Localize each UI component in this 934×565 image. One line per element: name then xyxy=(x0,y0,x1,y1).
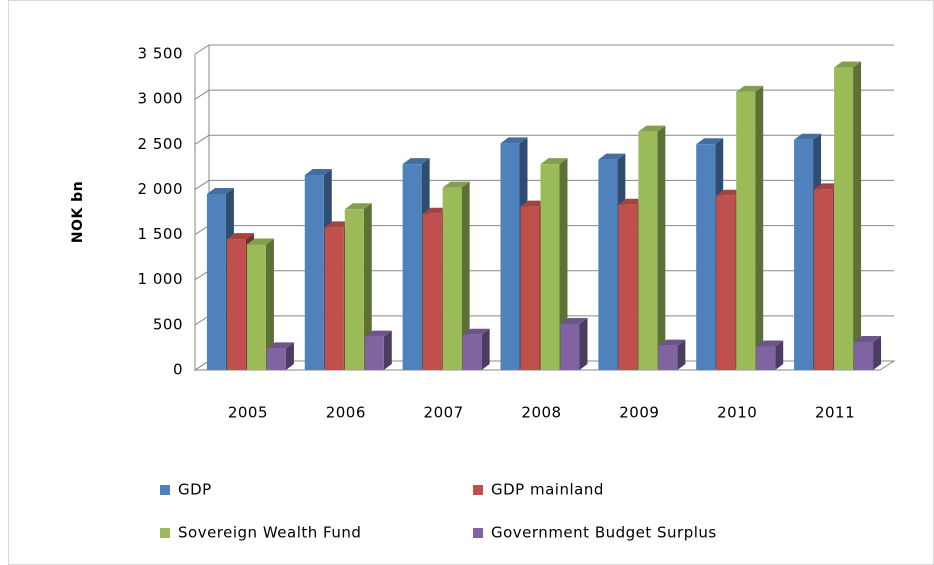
bar-side xyxy=(363,203,372,370)
bar xyxy=(266,348,286,370)
legend-swatch xyxy=(160,485,170,495)
bar-top xyxy=(266,342,294,349)
bar-side xyxy=(559,158,568,370)
bar-side xyxy=(775,340,784,370)
y-tick-label: 3 500 xyxy=(138,45,183,63)
x-tick-label: 2008 xyxy=(521,404,561,422)
bar xyxy=(794,139,814,370)
bar xyxy=(226,239,246,370)
bar xyxy=(324,227,344,370)
bar-top xyxy=(540,158,568,165)
bar xyxy=(246,244,266,370)
bar-top xyxy=(598,153,626,160)
y-axis-label: NOK bn xyxy=(70,181,86,243)
legend-swatch xyxy=(473,528,483,538)
bar-top xyxy=(226,233,254,240)
bar-side xyxy=(853,61,862,371)
bar-top xyxy=(462,328,490,335)
bar xyxy=(206,193,226,370)
bar-top xyxy=(638,125,666,132)
y-tick-label: 0 xyxy=(173,361,183,379)
y-tick-label: 500 xyxy=(153,315,183,333)
bar-side xyxy=(755,85,764,371)
bar xyxy=(500,143,520,370)
bar xyxy=(462,334,482,370)
grid-line xyxy=(194,179,894,190)
y-tick-label: 1 000 xyxy=(138,270,183,288)
y-tick-label: 2 000 xyxy=(138,180,183,198)
bar xyxy=(658,345,678,370)
legend-label: Sovereign Wealth Fund xyxy=(178,524,361,542)
bar xyxy=(520,206,540,370)
bar xyxy=(736,91,756,371)
bar xyxy=(442,187,462,370)
legend-label: GDP xyxy=(178,481,212,499)
x-tick-label: 2007 xyxy=(424,404,464,422)
bar xyxy=(618,204,638,370)
bar-top xyxy=(246,238,274,245)
bar xyxy=(638,131,658,370)
bar-side xyxy=(285,342,294,370)
bar xyxy=(364,336,384,370)
bar-top xyxy=(206,187,234,194)
bar-top xyxy=(834,61,862,68)
bar-top xyxy=(402,158,430,165)
x-tick-label: 2005 xyxy=(228,404,268,422)
bar xyxy=(422,213,442,370)
bar xyxy=(344,209,364,370)
bar-top xyxy=(364,330,392,337)
bar-side xyxy=(265,238,274,370)
bar-top xyxy=(560,317,588,324)
bar-side xyxy=(677,339,686,370)
bar-top xyxy=(696,138,724,145)
bar-top xyxy=(658,339,686,346)
bar-top xyxy=(756,340,784,347)
bar-side xyxy=(657,125,666,370)
bar xyxy=(814,189,834,370)
bar-side xyxy=(383,330,392,370)
bar xyxy=(540,164,560,370)
y-tick-label: 2 500 xyxy=(138,135,183,153)
grid-line xyxy=(194,89,894,100)
bar xyxy=(756,346,776,370)
bar-top xyxy=(854,336,882,343)
bar xyxy=(696,144,716,370)
bar-top xyxy=(736,85,764,92)
grid-line xyxy=(194,44,894,55)
chart-border xyxy=(8,0,934,565)
bar xyxy=(304,174,324,370)
y-tick-label: 3 000 xyxy=(138,90,183,108)
x-tick-label: 2006 xyxy=(326,404,366,422)
bar-top xyxy=(344,203,372,210)
x-tick-label: 2009 xyxy=(619,404,659,422)
bar-top xyxy=(304,168,332,175)
bar xyxy=(834,67,854,371)
legend-swatch xyxy=(473,485,483,495)
bar xyxy=(854,342,874,370)
bar xyxy=(560,323,580,370)
bar-top xyxy=(500,137,528,144)
bar-top xyxy=(442,181,470,188)
bar-top xyxy=(794,133,822,140)
y-tick-label: 1 500 xyxy=(138,225,183,243)
legend-label: GDP mainland xyxy=(491,481,604,499)
legend-swatch xyxy=(160,528,170,538)
bar xyxy=(402,164,422,370)
bar-side xyxy=(873,336,882,370)
x-tick-label: 2010 xyxy=(717,404,757,422)
grid-line xyxy=(194,134,894,145)
bar-side xyxy=(461,181,470,370)
bar-side xyxy=(579,317,588,370)
bar xyxy=(716,195,736,370)
x-tick-label: 2011 xyxy=(815,404,855,422)
bar-side xyxy=(481,328,490,370)
bar xyxy=(598,159,618,370)
legend-label: Government Budget Surplus xyxy=(491,524,717,542)
